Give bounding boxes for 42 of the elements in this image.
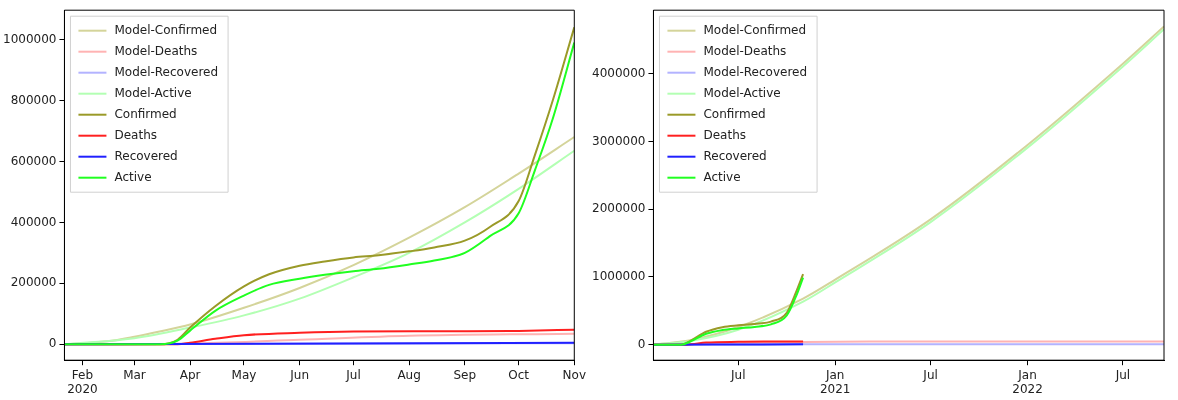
- y-tick-label: 0: [48, 336, 57, 351]
- x-tick-label: Oct: [508, 367, 530, 382]
- legend-label: Model-Recovered: [114, 64, 219, 79]
- legend-label: Recovered: [703, 148, 767, 163]
- legend-label: Model-Confirmed: [114, 22, 218, 37]
- legend-label: Model-Deaths: [114, 43, 198, 58]
- legend-label: Deaths: [703, 127, 746, 142]
- x-tick-label: Nov: [562, 367, 586, 382]
- legend-label: Model-Active: [703, 85, 781, 100]
- x-tick-label: Aug: [397, 367, 421, 382]
- legend-label: Confirmed: [114, 106, 177, 121]
- y-tick-label: 4000000: [591, 65, 646, 80]
- y-tick-label: 1000000: [591, 269, 646, 284]
- y-tick-label: 400000: [10, 214, 57, 229]
- legend-label: Recovered: [114, 148, 178, 163]
- x-tick-label: May: [231, 367, 257, 382]
- x-tick-label: Jul: [922, 367, 938, 382]
- legend-label: Deaths: [114, 127, 157, 142]
- x-tick-label: Jul: [730, 367, 746, 382]
- legend-label: Model-Confirmed: [703, 22, 807, 37]
- x-tick-label: Feb 2020: [67, 367, 98, 396]
- y-tick-label: 2000000: [591, 201, 646, 216]
- x-tick-label: Jan 2022: [1012, 367, 1043, 396]
- x-tick-label: Jul: [345, 367, 361, 382]
- legend-label: Confirmed: [703, 106, 766, 121]
- legend-label: Active: [703, 169, 741, 184]
- legend-label: Active: [114, 169, 152, 184]
- x-tick-label: Jul: [1114, 367, 1131, 382]
- x-tick-label: Jun: [289, 367, 309, 382]
- y-tick-label: 1000000: [2, 31, 57, 46]
- x-tick-label: Mar: [123, 367, 146, 382]
- y-tick-label: 3000000: [591, 133, 646, 148]
- legend-label: Model-Deaths: [703, 43, 787, 58]
- x-tick-label: Jan 2021: [819, 367, 851, 396]
- x-tick-label: Apr: [179, 367, 201, 382]
- y-tick-label: 200000: [10, 275, 57, 290]
- y-tick-label: 800000: [10, 92, 57, 107]
- x-tick-label: Sep: [453, 367, 477, 382]
- legend-label: Model-Recovered: [703, 64, 808, 79]
- legend-label: Model-Active: [114, 85, 192, 100]
- y-tick-label: 600000: [10, 153, 57, 168]
- y-tick-label: 0: [637, 336, 646, 351]
